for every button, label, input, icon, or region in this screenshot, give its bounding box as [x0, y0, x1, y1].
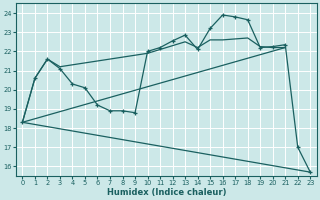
X-axis label: Humidex (Indice chaleur): Humidex (Indice chaleur)	[107, 188, 226, 197]
